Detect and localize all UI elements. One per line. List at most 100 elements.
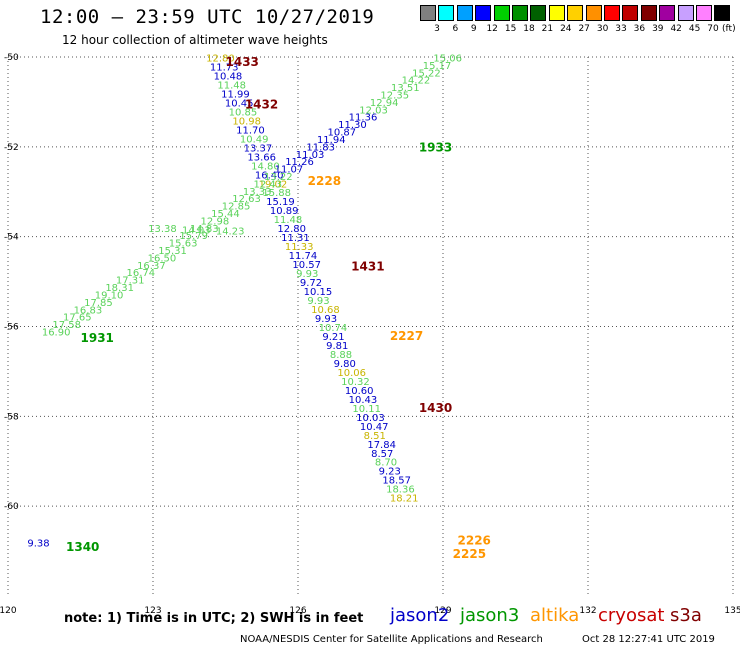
swh-value-label: 17.58 xyxy=(52,320,81,331)
lon-tick-label: 132 xyxy=(579,606,596,616)
legend-swatch xyxy=(696,5,712,21)
legend-label: 33 xyxy=(615,24,627,34)
swh-value-label: 15.06 xyxy=(433,53,462,64)
swh-value-label: 10.06 xyxy=(337,368,366,379)
swh-value-label: 15.63 xyxy=(169,239,198,250)
orbit-number-label: 2225 xyxy=(453,547,486,561)
legend-swatch xyxy=(640,5,657,21)
swh-value-label: 8.88 xyxy=(330,350,352,361)
orbit-number-label: 1430 xyxy=(419,401,452,415)
swh-value-label: 11.48 xyxy=(217,80,246,91)
swh-value-label: 14.83 xyxy=(190,224,219,235)
lon-tick-label: 135 xyxy=(724,606,740,616)
swh-value-label: 10.87 xyxy=(328,128,357,139)
swh-value-label: 10.15 xyxy=(304,287,333,298)
lat-tick-label: -56 xyxy=(4,323,19,333)
legend-swatch xyxy=(548,5,565,21)
swh-value-label: 12.98 xyxy=(201,216,230,227)
legend-label: 9 xyxy=(470,24,477,34)
swh-value-label: 10.49 xyxy=(240,134,269,145)
legend-unit: (ft) xyxy=(722,24,736,34)
swh-value-label: 11.31 xyxy=(281,233,310,244)
legend-label: 24 xyxy=(560,24,572,34)
swh-value-label: 12.03 xyxy=(359,105,388,116)
swh-value-label: 19.10 xyxy=(95,290,124,301)
swh-value-label: 10.74 xyxy=(319,323,348,334)
legend-swatch xyxy=(714,5,731,21)
swh-value-label: 10.03 xyxy=(356,413,385,424)
swh-value-label: 17.31 xyxy=(116,276,145,287)
swh-value-label: 9.21 xyxy=(322,332,344,343)
swh-value-label: 13.33 xyxy=(243,187,272,198)
swh-value-label: 10.85 xyxy=(229,107,258,118)
lon-tick-label: 120 xyxy=(0,606,17,616)
swh-value-label: 10.57 xyxy=(292,260,321,271)
satellite-legend-entry: altika xyxy=(530,605,580,626)
swh-value-label: 10.47 xyxy=(360,422,389,433)
swh-value-label: 18.31 xyxy=(105,283,134,294)
legend-label: 6 xyxy=(452,24,459,34)
lon-tick-label: 129 xyxy=(434,606,451,616)
swh-value-label: 10.68 xyxy=(311,305,340,316)
swh-value-label: 15.31 xyxy=(158,246,187,257)
satellite-legend-entry: s3a xyxy=(670,605,702,626)
orbit-number-label: 2228 xyxy=(308,174,341,188)
swh-value-label: 18.36 xyxy=(386,485,415,496)
legend-swatch xyxy=(530,5,547,21)
swh-value-label: 11.33 xyxy=(285,242,314,253)
swh-value-label: 17.84 xyxy=(367,440,396,451)
swh-value-label: 12.80 xyxy=(277,224,306,235)
orbit-number-label: 1431 xyxy=(351,259,384,273)
legend-swatch xyxy=(456,5,473,21)
page-title: 12:00 – 23:59 UTC 10/27/2019 xyxy=(40,6,375,28)
swh-value-label: 11.07 xyxy=(275,165,304,176)
swh-value-label: 16.40 xyxy=(255,170,284,181)
swh-value-label: 11.70 xyxy=(236,125,265,136)
legend-label: 42 xyxy=(670,24,682,34)
swh-value-label: 8.57 xyxy=(371,449,393,460)
swh-value-label: 11.74 xyxy=(289,251,318,262)
swh-value-label: 16.37 xyxy=(137,261,166,272)
legend-label: 30 xyxy=(596,24,609,34)
legend-swatch xyxy=(420,5,436,21)
lon-tick-label: 123 xyxy=(144,606,161,616)
legend-swatch xyxy=(604,5,620,21)
swh-value-label: 15.44 xyxy=(211,209,240,220)
swh-value-label: 10.98 xyxy=(232,116,261,127)
swh-value-label: 17.65 xyxy=(63,313,92,324)
swh-value-label: 11.94 xyxy=(317,135,346,146)
legend-label: 39 xyxy=(652,24,664,34)
swh-value-label: 13.37 xyxy=(244,143,273,154)
legend-swatch xyxy=(622,5,639,21)
footnote: note: 1) Time is in UTC; 2) SWH is in fe… xyxy=(64,611,364,626)
orbit-number-label: 2227 xyxy=(390,329,423,343)
legend-swatch xyxy=(438,5,455,21)
swh-value-label: 16.50 xyxy=(148,253,177,264)
swh-value-label: 19.02 xyxy=(259,179,288,190)
swh-value-label: 14.22 xyxy=(402,76,431,87)
legend-swatch xyxy=(493,5,510,21)
swh-value-label: 11.26 xyxy=(285,157,314,168)
swh-value-label: 9.80 xyxy=(334,359,356,370)
swh-value-label: 10.11 xyxy=(352,404,381,415)
credit-line: NOAA/NESDIS Center for Satellite Applica… xyxy=(240,634,543,645)
legend-label: 12 xyxy=(486,24,498,34)
legend-swatch xyxy=(585,5,602,21)
swh-value-label: 9.81 xyxy=(326,341,348,352)
swh-value-label: 11.36 xyxy=(349,113,378,124)
swh-value-label: 9.72 xyxy=(300,278,322,289)
swh-value-label: 10.32 xyxy=(341,377,370,388)
swh-value-label: 11.99 xyxy=(221,89,250,100)
legend-swatch xyxy=(659,5,676,21)
legend-label: 15 xyxy=(504,24,517,34)
color-legend: 3 6 9 12 15 18 21 24 27 30 33 36 39 42 45 70 (ft) xyxy=(420,5,736,35)
swh-value-label: 11.48 xyxy=(274,215,303,226)
page-subtitle: 12 hour collection of altimeter wave hei… xyxy=(62,33,328,47)
swh-value-label: 9.93 xyxy=(296,269,318,280)
lat-tick-label: -58 xyxy=(4,412,19,422)
legend-label: 3 xyxy=(434,24,440,34)
swh-value-label: 8.51 xyxy=(364,431,386,442)
swh-value-label: 12.94 xyxy=(370,98,399,109)
swh-value-label: 14.23 xyxy=(216,226,245,237)
